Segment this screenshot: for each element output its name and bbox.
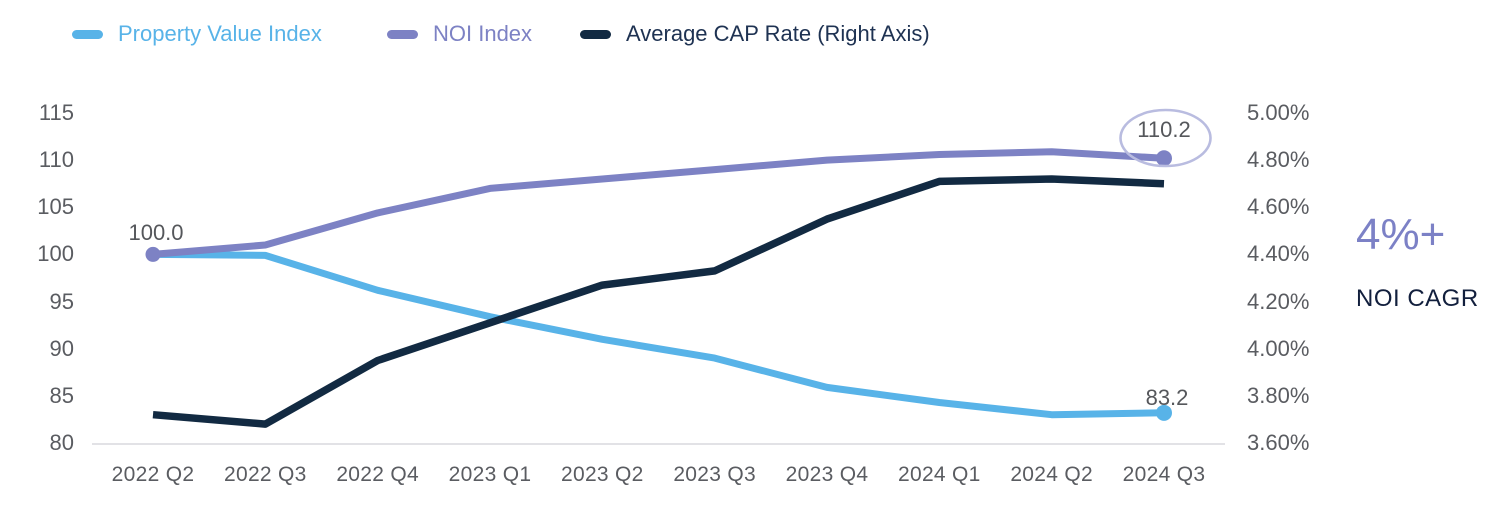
y-axis-label-right: 4.80%: [1247, 147, 1310, 173]
y-axis-label-right: 4.00%: [1247, 335, 1310, 361]
legend-label: Average CAP Rate (Right Axis): [626, 21, 930, 46]
legend-label: NOI Index: [433, 21, 533, 46]
y-axis-label-right: 4.60%: [1247, 194, 1310, 220]
y-axis-label-right: 4.20%: [1247, 288, 1310, 314]
y-axis-label-left: 110: [38, 147, 74, 173]
y-axis-label-right: 5.00%: [1247, 100, 1310, 125]
x-axis-label: 2022 Q3: [223, 463, 307, 486]
x-axis-label: 2023 Q3: [673, 463, 756, 486]
x-axis-label: 2022 Q2: [111, 463, 195, 486]
x-axis-label: 2023 Q1: [448, 463, 532, 486]
legend-swatch-icon: [72, 29, 103, 39]
callout-caption: NOI CAGR: [1356, 285, 1479, 312]
highlight-ellipse: [1119, 108, 1212, 168]
y-axis-label-left: 85: [49, 382, 74, 408]
x-axis-label: 2022 Q4: [336, 463, 419, 486]
legend-item-noi-index[interactable]: NOI Index: [387, 21, 532, 47]
x-axis-label: 2024 Q2: [1010, 463, 1093, 486]
series-line-property-value-index: [149, 250, 1168, 419]
x-axis-label: 2023 Q2: [560, 463, 644, 486]
legend-item-average-cap-rate-right-axis[interactable]: Average CAP Rate (Right Axis): [580, 21, 930, 47]
x-axis-label: 2024 Q1: [897, 463, 981, 486]
series-start-marker-noi-index: [145, 246, 161, 262]
x-axis-label: 2023 Q4: [785, 463, 869, 486]
x-axis-label: 2024 Q3: [1122, 463, 1206, 486]
data-label-noi-start: 100.0: [128, 220, 184, 246]
y-axis-label-left: 105: [37, 194, 74, 220]
y-axis-label-right: 4.40%: [1247, 241, 1310, 267]
legend-swatch-icon: [580, 29, 611, 39]
data-label-noi-end: 110.2: [1137, 117, 1191, 142]
y-axis-label-right: 3.60%: [1247, 430, 1310, 455]
y-axis-label-left: 115: [38, 100, 74, 125]
series-end-marker-noi-index: [1156, 150, 1172, 167]
legend-label: Property Value Index: [118, 21, 322, 46]
series-line-noi-index: [149, 148, 1168, 258]
callout-value: 4%+: [1356, 210, 1446, 259]
y-axis-label-left: 90: [49, 335, 74, 361]
legend-item-property-value-index[interactable]: Property Value Index: [72, 21, 322, 47]
data-label-pvi-end: 83.2: [1145, 384, 1189, 410]
legend-swatch-icon: [387, 29, 418, 39]
y-axis-label-left: 95: [49, 288, 74, 314]
y-axis-label-right: 3.80%: [1247, 382, 1310, 408]
y-axis-label-left: 100: [37, 241, 74, 267]
series-end-marker-property-value-index: [1156, 404, 1172, 421]
y-axis-label-left: 80: [49, 430, 74, 455]
series-line-average-cap-rate-right-axis: [152, 175, 1165, 428]
